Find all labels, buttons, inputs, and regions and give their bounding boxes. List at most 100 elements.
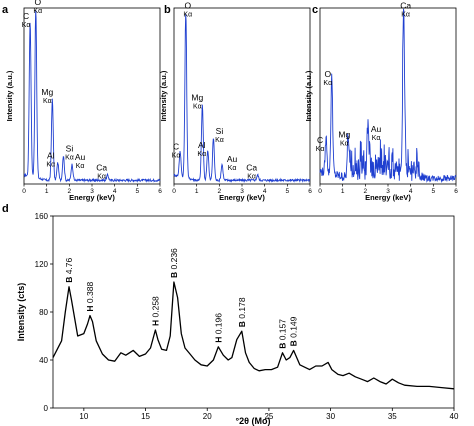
panel-c-x-tick-label: 3 [386, 188, 390, 195]
panel-d-x-tick-label: 15 [141, 412, 150, 421]
panel-d-x-tick-label: 20 [203, 412, 212, 421]
peak-annotation-d-spacing: 0.196 [213, 313, 223, 337]
peak-annotation: B 0.157 [278, 319, 288, 349]
peak-label-mg: Mg [338, 129, 350, 139]
peak-line-ca: Kα [247, 174, 256, 181]
peak-line-si: Kα [65, 154, 74, 161]
peak-line-au: Kα [372, 135, 381, 142]
peak-annotation-d-spacing: 0.388 [85, 282, 95, 306]
peak-annotation-phase: B [237, 321, 247, 327]
panel-c-spectrum-line [319, 8, 457, 184]
panel-b-ylabel: Intensity (a.u.) [159, 70, 168, 121]
panel-a-spectrum-line [23, 10, 161, 183]
peak-line-al: Kα [197, 151, 206, 158]
peak-annotation: B 4.76 [64, 257, 74, 282]
peak-label-mg: Mg [41, 87, 53, 97]
peak-label-ca: Ca [246, 163, 257, 173]
peak-label-mg: Mg [191, 92, 203, 102]
panel-d-y-tick-label: 0 [44, 404, 49, 413]
panel-c-xlabel: Energy (keV) [365, 193, 411, 202]
peak-label-au: Au [371, 124, 382, 134]
peak-annotation-d-spacing: 0.149 [289, 316, 299, 340]
peak-line-mg: Kα [43, 98, 52, 105]
panel-b-x-tick-label: 5 [286, 188, 290, 195]
panel-b-spectrum-line [173, 13, 311, 183]
peak-label-o: O [324, 69, 331, 79]
peak-line-c: Kα [316, 146, 325, 153]
panel-b-x-tick-label: 3 [240, 188, 244, 195]
panel-d-x-tick-label: 10 [79, 412, 88, 421]
peak-label-c: C [173, 141, 179, 151]
peak-label-c: C [317, 135, 323, 145]
peak-line-ca: Kα [97, 174, 106, 181]
panel-b-x-tick-label: 2 [218, 188, 222, 195]
peak-line-si: Kα [215, 137, 224, 144]
panel-b-letter: b [164, 4, 171, 16]
panel-a-x-tick-label: 1 [45, 188, 49, 195]
panel-d-x-tick-label: 25 [264, 412, 273, 421]
peak-annotation-phase: B [169, 272, 179, 278]
peak-annotation-phase: H [213, 337, 223, 343]
peak-line-c: Kα [172, 152, 181, 159]
peak-line-au: Kα [76, 163, 85, 170]
peak-line-au: Kα [228, 165, 237, 172]
panel-c-x-tick-label: 1 [341, 188, 345, 195]
panel-b-x-tick-label: 1 [195, 188, 199, 195]
panel-d-y-tick-label: 160 [35, 212, 49, 221]
peak-annotation: H 0.196 [213, 313, 223, 343]
panel-a: a Energy (keV) Intensity (a.u.) [2, 4, 161, 202]
peak-line-al: Kα [46, 161, 55, 168]
peak-line-mg: Kα [193, 103, 202, 110]
panel-c-x-tick-label: 2 [364, 188, 368, 195]
peak-annotation-phase: B [289, 340, 299, 346]
panel-d-ylabel: Intensity (cts) [16, 283, 26, 342]
peak-line-mg: Kα [340, 140, 349, 147]
peak-label-c: C [23, 11, 29, 21]
peak-annotation-d-spacing: 4.76 [64, 257, 74, 276]
peak-line-o: Kα [33, 8, 42, 15]
peak-annotation-phase: B [278, 343, 288, 349]
panel-c-x-tick-label: 5 [432, 188, 436, 195]
peak-annotation: B 0.149 [289, 316, 299, 346]
peak-line-ca: Kα [401, 12, 410, 19]
peak-label-au: Au [75, 152, 86, 162]
peak-annotation-d-spacing: 0.157 [278, 319, 288, 343]
peak-annotation: B 0.236 [169, 248, 179, 278]
peak-annotation-d-spacing: 0.258 [150, 296, 160, 320]
panel-a-x-tick-label: 2 [68, 188, 72, 195]
peak-label-ca: Ca [400, 1, 411, 11]
peak-line-o: Kα [323, 80, 332, 87]
panel-a-x-tick-label: 5 [136, 188, 140, 195]
panel-d: d °2θ (Mo) Intensity (cts) [2, 203, 455, 426]
panel-d-y-tick-label: 80 [39, 308, 48, 317]
peak-annotation-phase: B [64, 277, 74, 283]
peak-label-si: Si [66, 143, 74, 153]
peak-label-al: Al [198, 140, 206, 150]
peak-annotation-d-spacing: 0.178 [237, 297, 247, 321]
panel-c-x-tick-label: 6 [454, 188, 458, 195]
xrd-pattern-line [52, 281, 455, 390]
panel-c-ylabel: Intensity (a.u.) [304, 70, 313, 121]
panel-b-xlabel: Energy (keV) [219, 193, 265, 202]
panel-d-y-tick-label: 40 [39, 356, 48, 365]
panel-c-x-tick-label: 4 [409, 188, 413, 195]
panel-d-frame [52, 215, 455, 409]
peak-annotation: B 0.178 [237, 297, 247, 327]
peak-annotation: H 0.388 [85, 282, 95, 312]
panel-d-y-tick-label: 120 [35, 260, 49, 269]
panel-a-x-tick-label: 0 [22, 188, 26, 195]
panel-d-letter: d [2, 203, 9, 215]
peak-label-ca: Ca [96, 163, 107, 173]
panel-a-x-tick-label: 3 [90, 188, 94, 195]
peak-annotation-phase: H [150, 320, 160, 326]
peak-annotation: H 0.258 [150, 296, 160, 326]
panel-d-x-tick-label: 30 [326, 412, 335, 421]
peak-annotation-phase: H [85, 305, 95, 311]
panel-c-x-tick-label: 0 [318, 188, 322, 195]
peak-line-o: Kα [183, 12, 192, 19]
peak-label-al: Al [47, 150, 55, 160]
